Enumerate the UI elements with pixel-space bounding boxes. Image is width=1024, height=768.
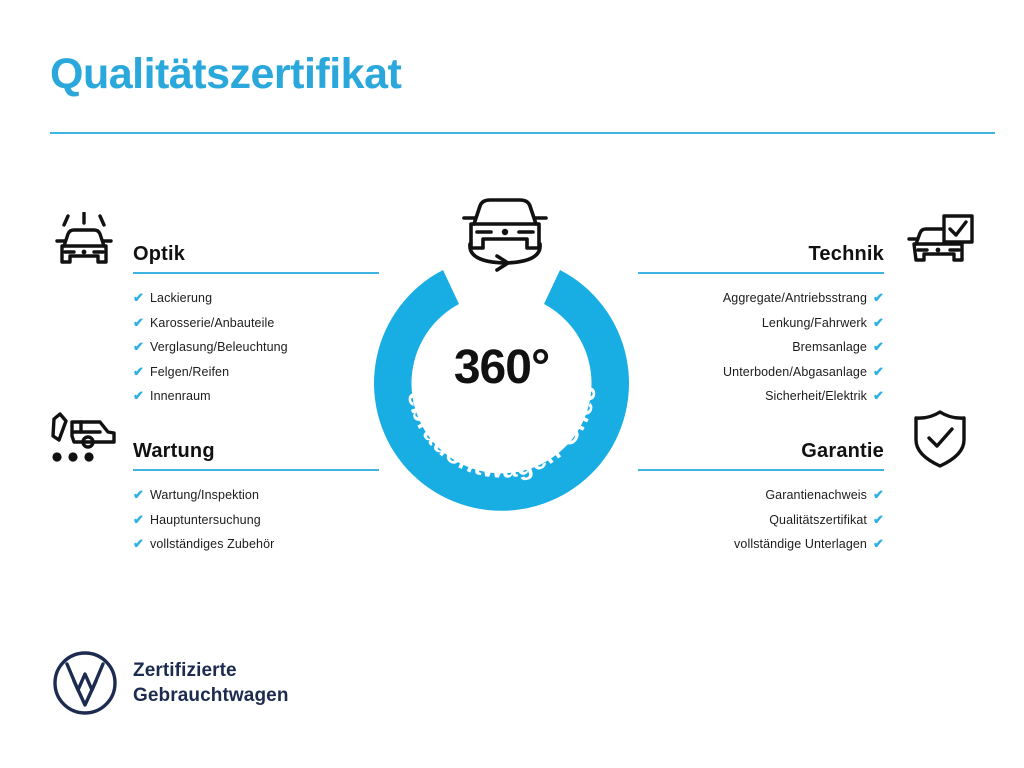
block-head-garantie: Garantie [596,425,976,471]
section-divider-garantie [638,469,884,471]
list-item: ✔ Verglasung/Beleuchtung [133,335,428,360]
list-item-label: Qualitätszertifikat [769,512,867,527]
check-icon: ✔ [133,314,144,330]
list-item: Bremsanlage ✔ [596,335,884,360]
list-item-label: Wartung/Inspektion [150,488,260,502]
list-item: ✔ vollständiges Zubehör [133,532,428,557]
list-item-label: Sicherheit/Elektrik [765,389,867,403]
checklist-optik: ✔ Lackierung ✔ Karosserie/Anbauteile ✔ Verg… [133,286,428,409]
block-head-technik: Technik [596,228,976,274]
section-divider-optik [133,272,379,274]
vw-wordmark: Zertifizierte Gebrauchtwagen [133,658,289,708]
list-item-label: vollständiges Zubehör [150,537,275,551]
section-title-technik: Technik [808,243,884,265]
section-divider-technik [638,272,884,274]
check-icon: ✔ [133,339,144,354]
list-item: ✔ Hauptuntersuchung [133,508,428,533]
list-item-label: vollständige Unterlagen [734,537,867,551]
list-item-label: Innenraum [150,389,211,403]
list-item-label: Bremsanlage [792,340,867,354]
check-icon: ✔ [873,511,884,527]
page-title: Qualitätszertifikat [50,50,402,98]
section-title-garantie: Garantie [801,440,884,462]
list-item-label: Verglasung/Beleuchtung [150,340,288,354]
list-item: ✔ Wartung/Inspektion [133,483,428,508]
badge-360-check: Gebrauchtwagen-Check 360° [363,188,654,511]
section-wartung: Wartung ✔ Wartung/Inspektion ✔ Hauptunters… [48,412,428,557]
shield-check-icon [904,409,976,473]
list-item: ✔ Karosserie/Anbauteile [133,311,428,336]
title-divider [50,132,995,134]
list-item: Qualitätszertifikat ✔ [596,508,884,533]
list-item-label: Karosserie/Anbauteile [150,315,275,330]
vw-logo-icon [52,650,118,716]
badge-center-label: 360° [453,341,550,394]
check-icon: ✔ [133,487,144,502]
check-icon: ✔ [133,536,144,551]
checklist-garantie: Garantienachweis ✔ Qualitätszertifikat ✔ v… [596,483,884,557]
block-head-optik: Optik [48,228,428,274]
list-item: Sicherheit/Elektrik ✔ [596,384,884,409]
section-title-wartung: Wartung [133,440,215,462]
list-item: ✔ Felgen/Reifen [133,360,428,385]
block-head-wartung: Wartung [48,425,428,471]
check-icon: ✔ [873,536,884,551]
section-garantie: Garantie Garantienachweis ✔ Qualitätszert… [596,410,976,557]
section-optik: Optik ✔ Lackierung ✔ Karosserie/Anbauteile… [48,211,428,409]
list-item: Aggregate/Antriebsstrang ✔ [596,286,884,311]
list-item-label: Hauptuntersuchung [150,512,261,527]
check-icon: ✔ [133,511,144,527]
car-checkbox-icon [904,212,976,276]
list-item-label: Lackierung [150,291,213,305]
list-item: ✔ Innenraum [133,384,428,409]
list-item-label: Garantienachweis [765,488,867,502]
check-icon: ✔ [133,363,144,379]
list-item-label: Unterboden/Abgasanlage [723,364,867,379]
check-icon: ✔ [873,290,884,305]
list-item: Unterboden/Abgasanlage ✔ [596,360,884,385]
vw-line-2: Gebrauchtwagen [133,685,289,706]
check-icon: ✔ [873,363,884,379]
check-icon: ✔ [873,388,884,403]
check-icon: ✔ [133,388,144,403]
car-shine-icon [48,211,120,276]
check-icon: ✔ [133,290,144,305]
ring-360-graphic: Gebrauchtwagen-Check [363,232,629,511]
list-item: ✔ Lackierung [133,286,428,311]
section-divider-wartung [133,469,379,471]
list-item: Garantienachweis ✔ [596,483,884,508]
section-title-optik: Optik [133,243,186,265]
list-item-label: Lenkung/Fahrwerk [761,315,867,330]
car-rotate-icon [450,188,560,280]
check-icon: ✔ [873,487,884,502]
check-icon: ✔ [873,314,884,330]
list-item-label: Felgen/Reifen [150,364,230,379]
checklist-wartung: ✔ Wartung/Inspektion ✔ Hauptuntersuchung ✔… [133,483,428,557]
section-technik: Technik Aggregate/Antriebsstrang ✔ Lenkun… [596,214,976,409]
list-item: vollständige Unterlagen ✔ [596,532,884,557]
vw-line-1: Zertifizierte [133,660,237,681]
checklist-technik: Aggregate/Antriebsstrang ✔ Lenkung/Fahrwe… [596,286,884,409]
check-icon: ✔ [873,339,884,354]
tool-car-icon [48,409,120,473]
list-item-label: Aggregate/Antriebsstrang [722,291,867,305]
list-item: Lenkung/Fahrwerk ✔ [596,311,884,336]
